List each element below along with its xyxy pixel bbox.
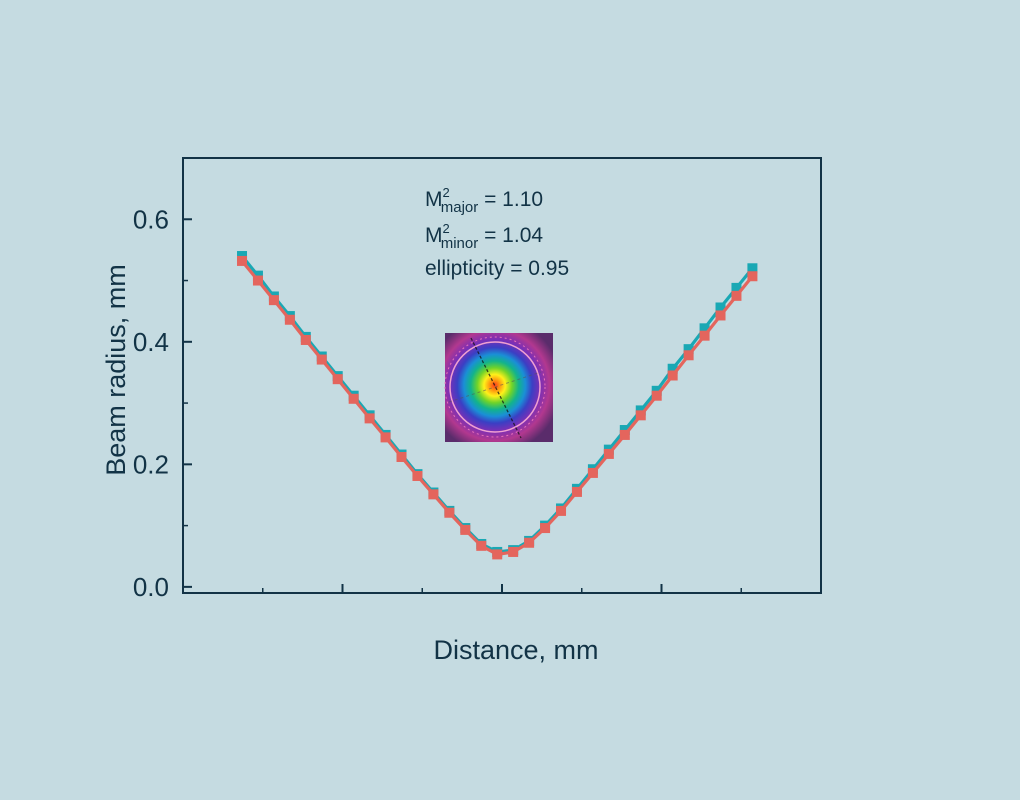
data-point (492, 549, 503, 560)
y-tick-label: 0.6 (133, 204, 169, 234)
data-point (715, 310, 726, 321)
data-point (603, 448, 614, 459)
data-point (731, 290, 742, 301)
y-axis-label: Beam radius, mm (101, 264, 131, 476)
beam-profile-inset (444, 333, 553, 442)
data-point (747, 271, 758, 282)
data-point (524, 537, 535, 548)
y-tick-label: 0.4 (133, 327, 169, 357)
m2-minor-annotation: M2 minor = 1.04 (425, 221, 543, 252)
data-point (268, 295, 279, 306)
data-point (332, 374, 343, 385)
data-point (556, 505, 567, 516)
data-point (699, 330, 710, 341)
data-point (237, 255, 248, 266)
y-tick-label: 0.2 (133, 449, 169, 479)
data-point (460, 524, 471, 535)
data-point (396, 451, 407, 462)
data-point (731, 282, 742, 293)
data-point (571, 486, 582, 497)
data-point (412, 470, 423, 481)
data-point (540, 523, 551, 534)
ellipticity-annotation: ellipticity = 0.95 (425, 257, 569, 280)
data-point (508, 546, 519, 557)
data-point (683, 350, 694, 361)
data-point (619, 429, 630, 440)
data-point (348, 393, 359, 404)
data-point (747, 263, 758, 274)
data-point (715, 302, 726, 313)
data-point (428, 489, 439, 500)
data-point (683, 344, 694, 355)
data-point (635, 410, 646, 421)
data-point (364, 413, 375, 424)
x-axis-label: Distance, mm (433, 635, 598, 665)
y-tick-label: 0.0 (133, 572, 169, 602)
series-layer (237, 251, 758, 560)
x-axis-ticks (262, 584, 742, 593)
series-1 (237, 255, 758, 560)
data-point (284, 314, 295, 325)
data-point (476, 540, 487, 551)
data-point (380, 432, 391, 443)
y-axis-ticks: 0.0 0.2 0.4 0.6 (133, 204, 192, 602)
data-point (651, 390, 662, 401)
data-point (300, 334, 311, 345)
m2-major-annotation: M2 major = 1.10 (425, 185, 543, 216)
data-point (667, 370, 678, 381)
data-point (444, 507, 455, 518)
data-point (587, 467, 598, 478)
data-point (667, 363, 678, 374)
data-point (699, 323, 710, 334)
data-point (316, 354, 327, 365)
data-point (252, 275, 263, 286)
